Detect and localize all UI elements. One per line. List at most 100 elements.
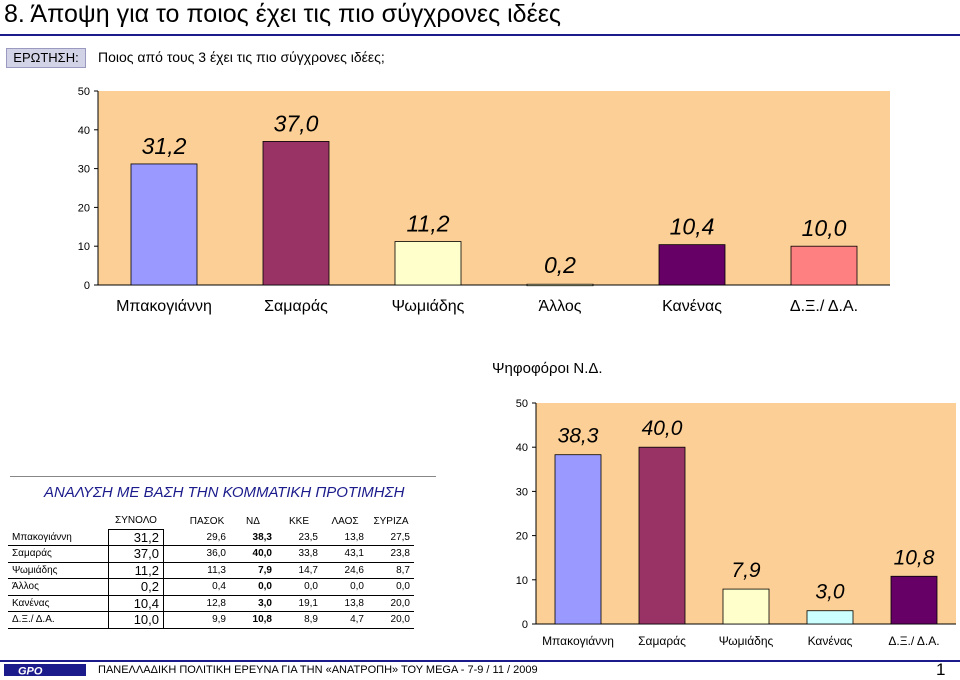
row-label: Άλλος [8, 578, 109, 596]
bar [890, 575, 938, 625]
x-tick-label: Ψωμιάδης [392, 298, 465, 315]
footer-divider [0, 660, 960, 662]
gpo-logo: GPO [4, 664, 86, 678]
table-cell: 0,0 [276, 578, 322, 596]
table-cell: 29,6 [184, 529, 230, 546]
column-header: ΛΑΟΣ [331, 515, 359, 527]
y-tick-label: 30 [516, 486, 528, 498]
table-cell: 40,0 [230, 545, 276, 563]
column-header: ΝΔ [246, 515, 260, 527]
table-cell: 38,3 [230, 529, 276, 546]
table-header-row: ΣΥΝΟΛΟ ΠΑΣΟΚ ΝΔ ΚΚΕ ΛΑΟΣ ΣΥΡΙΖΑ [8, 513, 414, 530]
page-title: 8. Άποψη για το ποιος έχει τις πιο σύγχρ… [4, 0, 561, 28]
table-cell: 33,8 [276, 545, 322, 563]
table-cell: 19,1 [276, 595, 322, 612]
data-label: 11,2 [406, 211, 449, 237]
table-row: Σαμαράς 37,0 36,0 40,0 33,8 43,1 23,8 [8, 545, 414, 563]
plot-area [536, 403, 956, 624]
total-cell: 0,2 [108, 578, 164, 596]
table-cell: 14,7 [276, 562, 322, 579]
bar [790, 245, 858, 286]
y-tick-label: 20 [516, 531, 528, 543]
bar [394, 241, 462, 286]
page-number: 1 [936, 660, 946, 679]
bar [658, 244, 726, 286]
title-divider [0, 34, 960, 36]
x-tick-label: Δ.Ξ./ Δ.Α. [790, 298, 858, 315]
row-label: Δ.Ξ./ Δ.Α. [8, 611, 109, 629]
table-cell: 0,0 [322, 578, 368, 596]
data-label: 10,0 [802, 215, 847, 241]
table-cell: 12,8 [184, 595, 230, 612]
data-label: 10,8 [894, 546, 935, 569]
total-cell: 37,0 [108, 545, 164, 563]
bar [638, 446, 686, 625]
question-label: ΕΡΩΤΗΣΗ: [6, 48, 86, 68]
total-cell: 31,2 [108, 529, 164, 546]
spacer-cell [163, 595, 184, 612]
table-cell: 0,0 [368, 578, 414, 596]
table-cell: 7,9 [230, 562, 276, 579]
spacer-cell [163, 545, 184, 563]
plot-area [98, 91, 890, 285]
data-label: 31,2 [142, 133, 187, 159]
total-cell: 10,0 [108, 611, 164, 629]
table-cell: 23,5 [276, 529, 322, 546]
bar [554, 454, 602, 625]
spacer-cell [163, 562, 184, 579]
data-label: 3,0 [815, 581, 845, 604]
x-tick-label: Ψωμιάδης [719, 634, 774, 648]
x-tick-label: Κανένας [662, 298, 722, 315]
table-cell: 20,0 [368, 611, 414, 629]
y-tick-label: 10 [78, 241, 90, 253]
table-cell: 10,8 [230, 611, 276, 629]
row-label: Σαμαράς [8, 545, 109, 563]
data-label: 0,2 [544, 252, 576, 278]
bar [806, 610, 854, 625]
spacer-cell [163, 578, 184, 596]
overall-bar-chart: 0 10 20 30 40 50 31,2 Μπακογιάννη 37,0 Σαμαράς 11,… [78, 86, 890, 315]
y-tick-label: 40 [78, 125, 90, 137]
table-cell: 13,8 [322, 595, 368, 612]
row-label: Κανένας [8, 595, 109, 612]
spacer-cell [163, 529, 184, 546]
table-cell: 0,4 [184, 578, 230, 596]
table-row: Ψωμιάδης 11,2 11,3 7,9 14,7 24,6 8,7 [8, 562, 414, 579]
x-tick-label: Άλλος [538, 298, 581, 315]
y-tick-label: 10 [516, 575, 528, 587]
table-cell: 36,0 [184, 545, 230, 563]
x-tick-label: Σαμαράς [638, 634, 686, 648]
x-tick-label: Μπακογιάννη [542, 634, 614, 648]
data-label: 40,0 [642, 417, 683, 440]
y-tick-label: 0 [522, 619, 528, 631]
table-row: Μπακογιάννη 31,2 29,6 38,3 23,5 13,8 27,5 [8, 529, 414, 546]
analysis-divider [10, 476, 436, 477]
table-row: Δ.Ξ./ Δ.Α. 10,0 9,9 10,8 8,9 4,7 20,0 [8, 611, 414, 629]
table-cell: 11,3 [184, 562, 230, 579]
nd-voters-bar-chart: 0 10 20 30 40 50 38,3 Μπακογιάννη 40,0 Σαμαράς 7,9… [516, 398, 956, 648]
footer-text: ΠΑΝΕΛΛΑΔΙΚΗ ΠΟΛΙΤΙΚΗ ΕΡΕΥΝΑ ΓΙΑ ΤΗΝ «ΑΝΑ… [98, 664, 538, 676]
chart2-title: Ψηφοφόροι Ν.Δ. [492, 360, 603, 377]
column-header: ΣΥΡΙΖΑ [373, 515, 409, 527]
table-row: Κανένας 10,4 12,8 3,0 19,1 13,8 20,0 [8, 595, 414, 612]
bar [130, 163, 198, 286]
column-header: ΚΚΕ [288, 515, 309, 527]
row-label: Μπακογιάννη [8, 529, 109, 546]
table-cell: 20,0 [368, 595, 414, 612]
table-cell: 8,7 [368, 562, 414, 579]
table-cell: 24,6 [322, 562, 368, 579]
table-cell: 13,8 [322, 529, 368, 546]
y-tick-label: 20 [78, 202, 90, 214]
table-cell: 4,7 [322, 611, 368, 629]
total-cell: 10,4 [108, 595, 164, 612]
data-label: 37,0 [274, 110, 319, 136]
bar [722, 588, 770, 625]
table-cell: 8,9 [276, 611, 322, 629]
column-header: ΠΑΣΟΚ [189, 515, 225, 527]
y-tick-label: 50 [516, 398, 528, 410]
y-tick-label: 40 [516, 442, 528, 454]
table-cell: 3,0 [230, 595, 276, 612]
analysis-title: ΑΝΑΛΥΣΗ ΜΕ ΒΑΣΗ ΤΗΝ ΚΟΜΜΑΤΙΚΗ ΠΡΟΤΙΜΗΣΗ [44, 484, 405, 501]
column-header: ΣΥΝΟΛΟ [108, 513, 164, 530]
question-text: Ποιος από τους 3 έχει τις πιο σύγχρονες … [98, 49, 385, 65]
